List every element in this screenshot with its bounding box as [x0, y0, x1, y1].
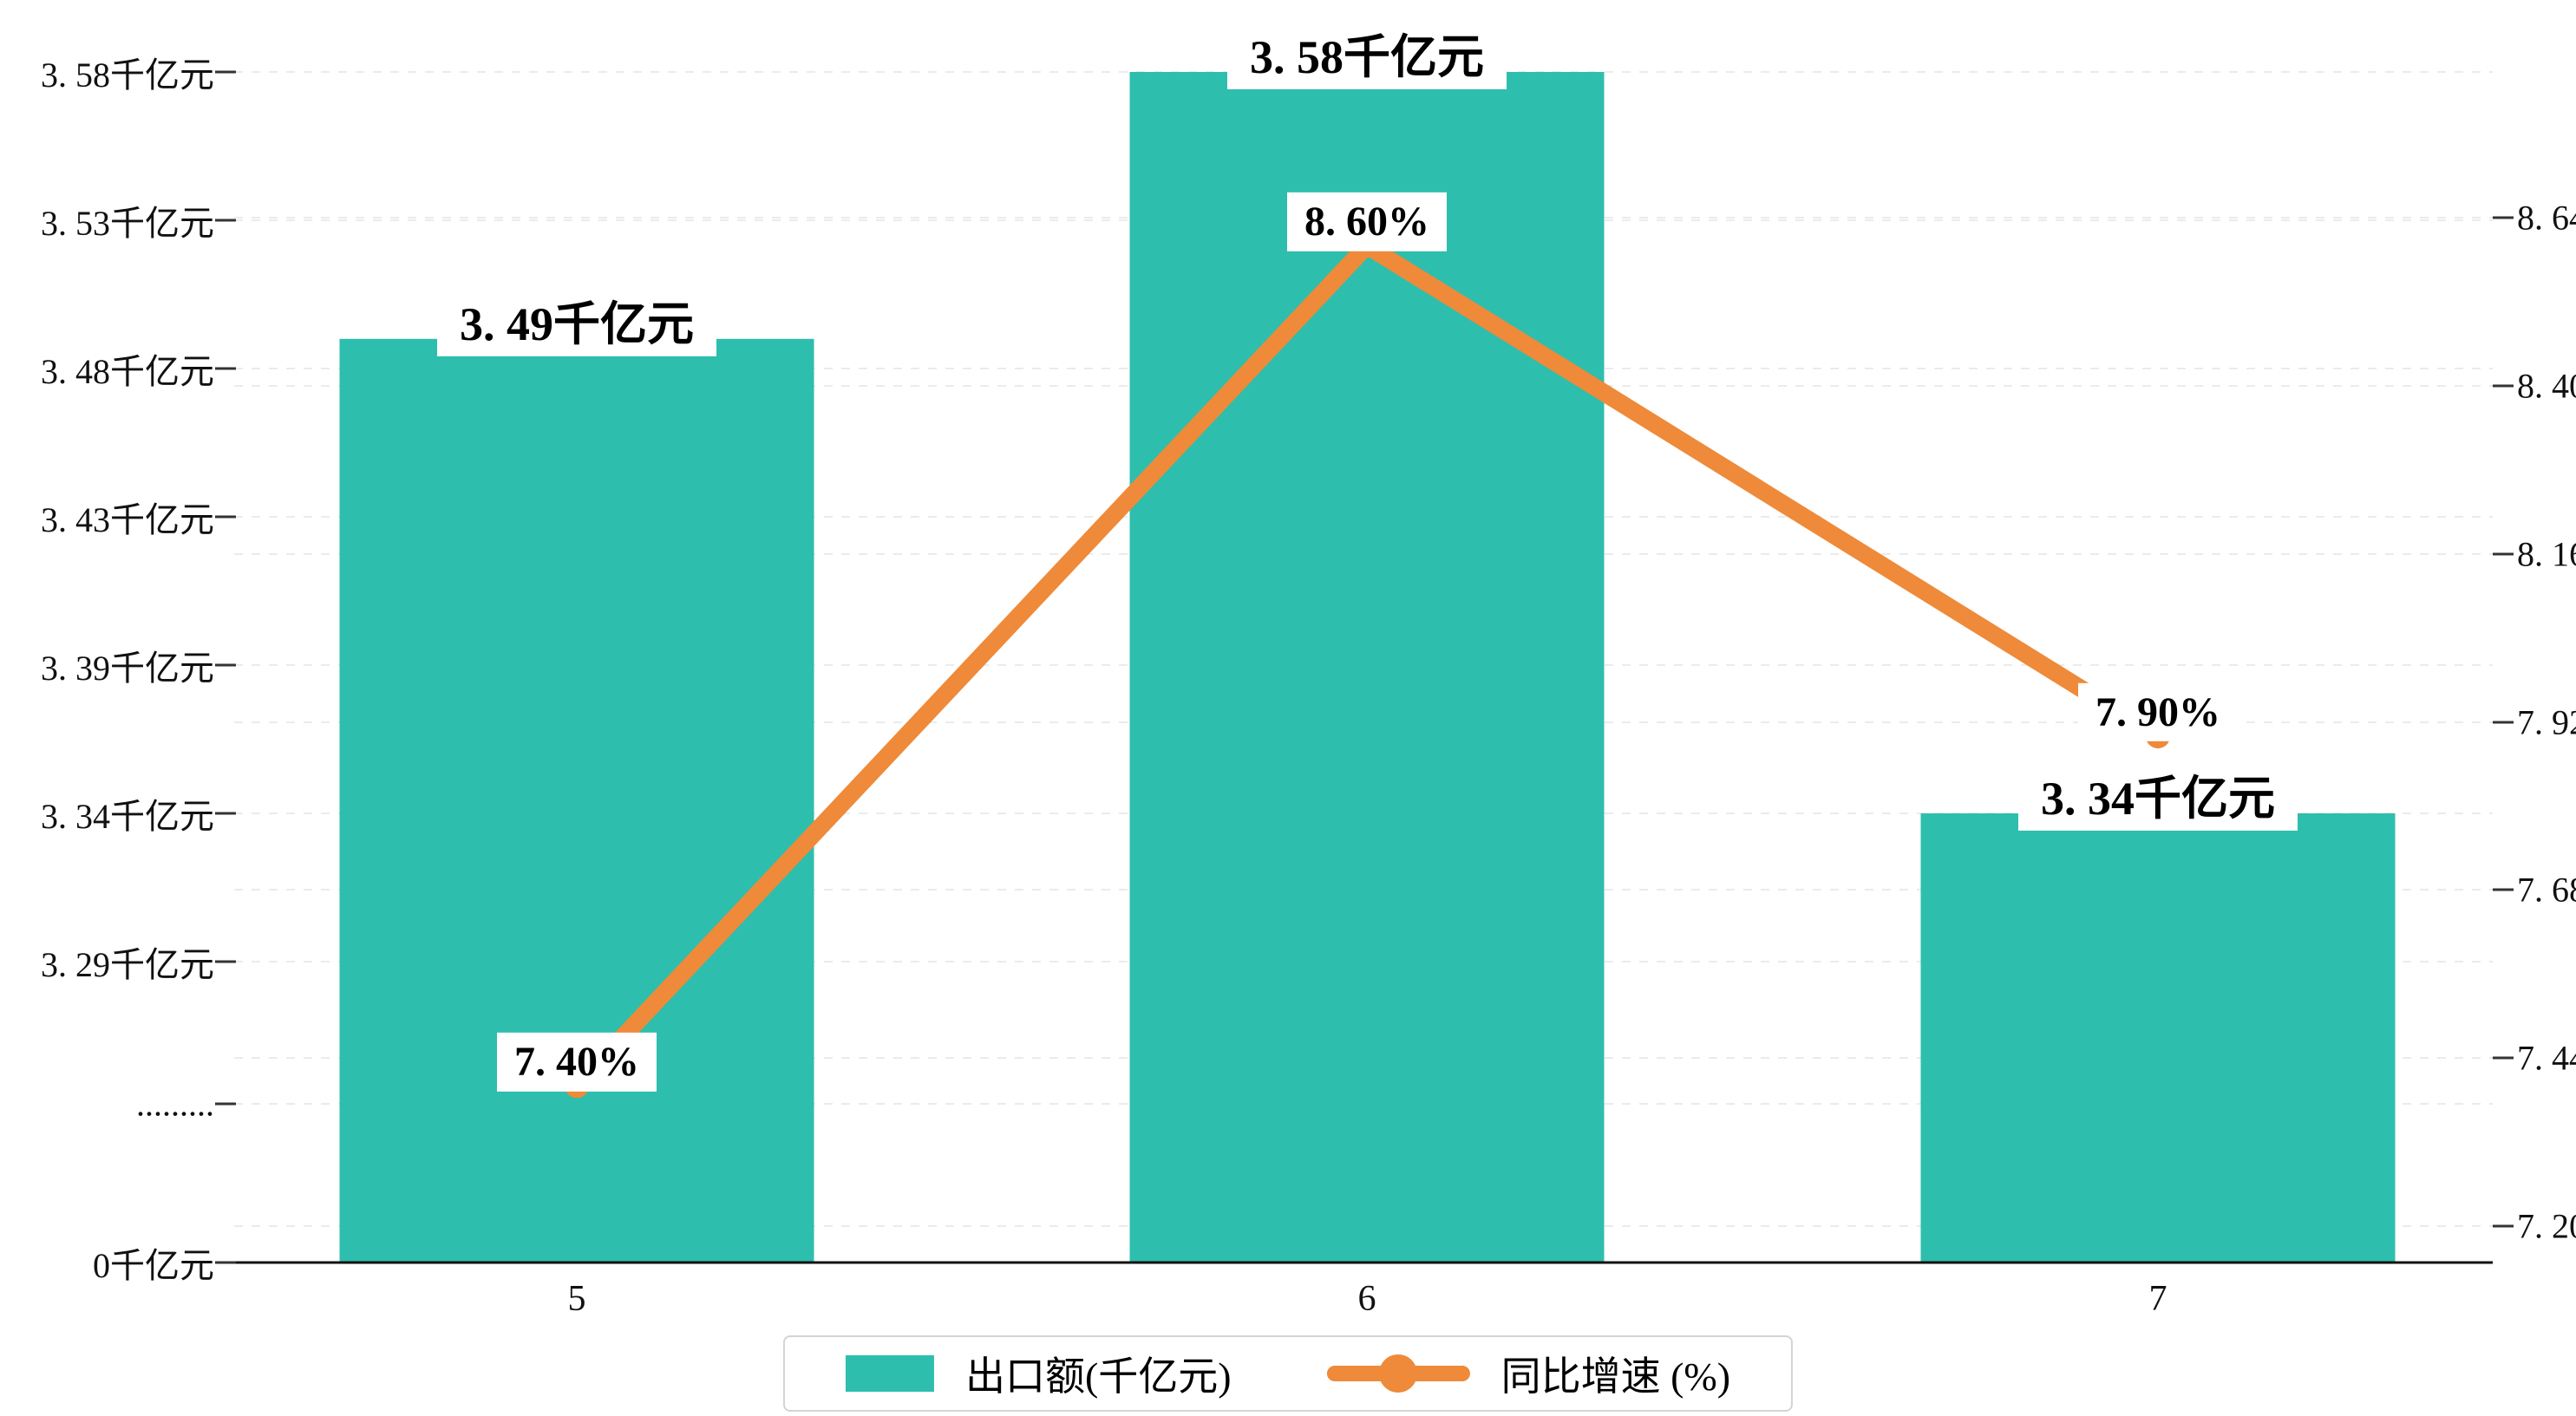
line-value-label: 7. 90%: [2078, 682, 2238, 742]
bar-value-label: 3. 49千亿元: [437, 291, 716, 356]
x-axis-label: 5: [567, 1279, 586, 1319]
left-axis-label: 3. 53千亿元: [41, 204, 214, 243]
x-axis-label: 7: [2148, 1279, 2167, 1319]
line-value-label: 7. 40%: [497, 1033, 657, 1092]
bar-month-5[interactable]: [339, 338, 814, 1263]
left-axis-label: .........: [136, 1084, 214, 1124]
right-axis-label: 8. 16: [2517, 534, 2576, 574]
legend-item-growth[interactable]: 同比增速 (%): [1326, 1345, 1731, 1402]
bar-value-label: 3. 58千亿元: [1227, 24, 1507, 89]
line-swatch-dot-icon: [1379, 1354, 1418, 1393]
left-axis-label: 3. 43千亿元: [41, 500, 214, 539]
bar-month-6[interactable]: [1129, 72, 1605, 1263]
bar-month-7[interactable]: [1920, 813, 2396, 1263]
left-axis-label: 3. 58千亿元: [41, 55, 214, 95]
left-axis-label: 3. 39千亿元: [41, 649, 214, 688]
right-axis-label: 8. 40: [2517, 366, 2576, 406]
bar-swatch-icon: [845, 1355, 934, 1392]
right-axis-label: 7. 68: [2517, 870, 2576, 910]
legend-label-export: 出口额(千亿元): [964, 1354, 1232, 1399]
left-axis-label: 3. 48千亿元: [41, 352, 214, 391]
right-axis-label: 7. 44: [2517, 1038, 2576, 1078]
line-swatch-icon: [1326, 1354, 1470, 1393]
x-axis-label: 6: [1357, 1279, 1376, 1319]
legend-label-growth: 同比增速 (%): [1500, 1354, 1731, 1399]
legend: 出口额(千亿元) 同比增速 (%): [782, 1335, 1794, 1412]
bar-value-label: 3. 34千亿元: [2018, 766, 2298, 831]
right-axis-label: 7. 92: [2517, 702, 2576, 742]
line-value-label: 8. 60%: [1287, 192, 1447, 251]
left-axis-label: 3. 34千亿元: [41, 797, 214, 836]
left-axis-label: 3. 29千亿元: [41, 945, 214, 984]
left-axis-label: 0千亿元: [93, 1246, 214, 1285]
right-axis-label: 7. 20: [2517, 1206, 2576, 1246]
legend-item-export[interactable]: 出口额(千亿元): [845, 1345, 1232, 1402]
right-axis-label: 8. 64: [2517, 198, 2576, 238]
